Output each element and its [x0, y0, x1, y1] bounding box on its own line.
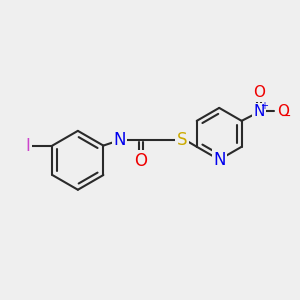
Text: S: S [177, 131, 187, 149]
Text: +: + [260, 101, 268, 111]
Text: N: N [113, 131, 126, 149]
Text: −: − [281, 110, 291, 123]
Text: O: O [277, 104, 289, 119]
Text: I: I [26, 136, 31, 154]
Text: O: O [134, 152, 147, 169]
Text: N: N [213, 151, 225, 169]
Text: N: N [253, 104, 264, 119]
Text: H: H [115, 129, 124, 142]
Text: O: O [253, 85, 265, 100]
